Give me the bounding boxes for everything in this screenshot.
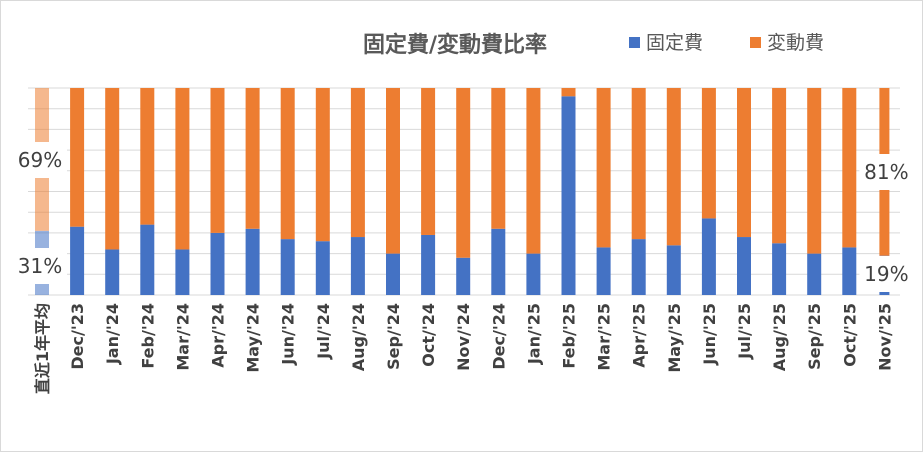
data-labels: 69% 31% 81% 19% (13, 142, 914, 292)
x-tick-label: Jul/'24 (314, 303, 333, 360)
bar-variable-cost (491, 88, 506, 229)
bar-variable-cost (772, 88, 787, 244)
bar-fixed-cost (666, 245, 681, 295)
x-tick-label: Nov/'24 (454, 303, 473, 371)
bar-fixed-cost (631, 239, 646, 295)
data-label: 31% (18, 254, 62, 278)
data-label-box (13, 142, 67, 178)
bar-variable-cost (421, 88, 436, 235)
bar-variable-cost (175, 88, 190, 250)
x-tick-label: Oct/'25 (840, 303, 859, 367)
x-tick-label: Aug/'24 (349, 303, 368, 371)
bar-fixed-cost (596, 247, 611, 295)
bar-fixed-cost (737, 237, 751, 295)
x-tick-label: Sep/'25 (805, 303, 824, 370)
bar-fixed-cost (772, 243, 787, 295)
bar-fixed-cost (210, 232, 225, 295)
bar-fixed-cost (350, 237, 365, 295)
bar-variable-cost (631, 88, 646, 240)
x-tick-label: Feb/'25 (560, 303, 579, 369)
bar-fixed-cost (561, 96, 576, 295)
bar-variable-cost (807, 88, 822, 254)
bar-variable-cost (140, 88, 155, 225)
chart-title: 固定費/変動費比率 (363, 32, 547, 58)
legend-swatch (750, 37, 761, 48)
legend-label: 変動費 (767, 32, 824, 54)
x-tick-label: Jun/'24 (279, 303, 298, 366)
legend-swatch (629, 37, 640, 48)
bar-variable-cost (386, 88, 400, 254)
x-tick-label: 直近1年平均 (33, 303, 52, 394)
data-label-box (859, 154, 914, 190)
bar-variable-cost (666, 88, 681, 246)
bar-variable-cost (350, 88, 365, 238)
x-axis-tick-labels: 直近1年平均 Dec/'23 Jan/'24 Feb/'24 Mar/'24 Apr/'2… (33, 303, 894, 394)
x-tick-label: May/'25 (665, 303, 684, 373)
bar-variable-cost (245, 88, 260, 229)
x-tick-label: Mar/'24 (173, 303, 192, 371)
bar-fixed-cost (175, 249, 190, 295)
bar-fixed-cost (491, 228, 506, 295)
bar-fixed-cost (421, 234, 436, 295)
x-tick-label: Oct/'24 (419, 303, 438, 367)
x-tick-label: Apr/'25 (630, 303, 649, 368)
bar-variable-cost (70, 88, 85, 227)
bar-variable-cost (105, 88, 120, 250)
data-label-box (13, 248, 67, 284)
bar-variable-cost (701, 88, 716, 219)
legend: 固定費 変動費 (629, 32, 824, 54)
bar-variable-cost (315, 88, 330, 242)
bar-variable-cost (842, 88, 857, 248)
bar-fixed-cost (842, 247, 857, 295)
bar-variable-cost (210, 88, 225, 233)
bar-fixed-cost (280, 239, 295, 295)
x-tick-label: Feb/'24 (138, 303, 157, 369)
bar-fixed-cost (807, 253, 822, 295)
bar-variable-cost (737, 88, 751, 238)
x-tick-label: Jan/'24 (103, 303, 122, 365)
bar-variable-cost (596, 88, 611, 248)
bar-fixed-cost (105, 249, 120, 295)
bar-fixed-cost (386, 253, 400, 295)
x-tick-label: Aug/'25 (770, 303, 789, 371)
x-tick-label: Sep/'24 (384, 303, 403, 370)
bar-fixed-cost (140, 224, 155, 295)
x-tick-label: Jul/'25 (735, 303, 754, 360)
bar-variable-cost (561, 88, 576, 97)
legend-label: 固定費 (646, 32, 703, 54)
data-label: 19% (864, 262, 908, 286)
data-label: 81% (864, 160, 908, 184)
x-tick-label: Jan/'25 (524, 303, 543, 365)
x-tick-label: Mar/'25 (595, 303, 614, 371)
x-tick-label: Jun/'25 (700, 303, 719, 366)
bar-fixed-cost (70, 226, 85, 295)
x-tick-label: Dec/'23 (68, 303, 87, 370)
bar-variable-cost (456, 88, 471, 258)
bar-variable-cost (280, 88, 295, 240)
data-label-box (859, 256, 914, 292)
bar-variable-cost (526, 88, 541, 254)
bar-fixed-cost (526, 253, 541, 295)
bar-fixed-cost (315, 241, 330, 295)
bar-fixed-cost (456, 257, 471, 295)
data-label: 69% (18, 148, 62, 172)
bar-fixed-cost (701, 218, 716, 295)
x-tick-label: Dec/'24 (489, 303, 508, 370)
x-tick-label: Apr/'24 (209, 303, 228, 368)
bar-fixed-cost (245, 228, 260, 295)
x-tick-label: Nov/'25 (875, 303, 894, 371)
x-tick-label: May/'24 (244, 303, 263, 373)
